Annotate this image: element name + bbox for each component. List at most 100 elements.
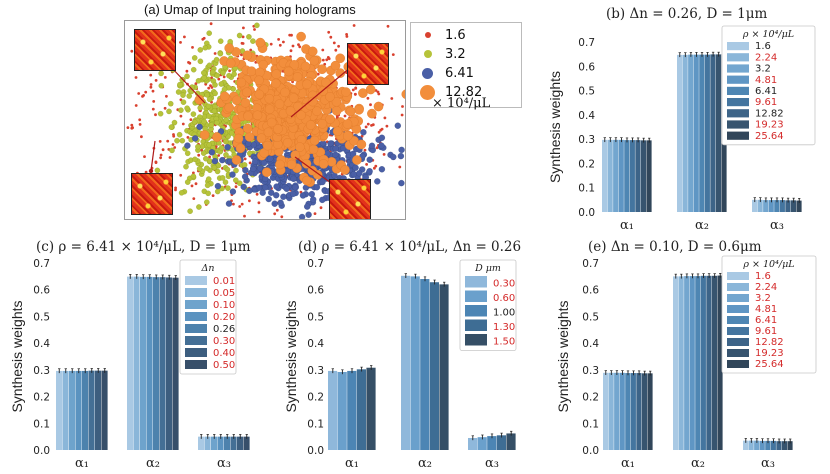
- umap-point-3.2: [200, 150, 207, 156]
- umap-point-1.6: [217, 77, 221, 81]
- umap-point-3.2: [178, 107, 184, 113]
- umap-point-6.41: [332, 151, 339, 158]
- umap-point-1.6: [291, 44, 295, 48]
- y-tick-label: 0.2: [582, 392, 599, 404]
- umap-point-3.2: [158, 82, 165, 89]
- legend-swatch: [727, 338, 749, 346]
- umap-point-6.41: [250, 141, 257, 148]
- umap-point-12.82: [335, 53, 345, 64]
- umap-point-1.6: [183, 35, 186, 39]
- y-tick-label: 0.7: [307, 258, 324, 270]
- umap-point-1.6: [269, 42, 273, 46]
- umap-point-3.2: [236, 180, 243, 186]
- bar: [704, 54, 710, 212]
- umap-point-1.6: [257, 210, 261, 214]
- umap-point-3.2: [192, 156, 198, 163]
- umap-point-6.41: [208, 149, 216, 156]
- umap-point-6.41: [289, 190, 297, 198]
- hologram-thumbnail-top-left: [134, 29, 176, 71]
- umap-point-12.82: [307, 46, 318, 57]
- y-axis-label: Synthesis weights: [555, 300, 571, 412]
- bar: [224, 436, 231, 450]
- umap-point-6.41: [211, 157, 219, 165]
- umap-point-12.82: [331, 106, 342, 116]
- umap-point-3.2: [174, 137, 180, 144]
- umap-point-1.6: [179, 41, 182, 44]
- umap-point-3.2: [206, 62, 213, 69]
- umap-point-6.41: [217, 128, 225, 135]
- umap-point-12.82: [254, 75, 264, 86]
- bar: [56, 370, 63, 450]
- umap-point-3.2: [223, 152, 229, 158]
- umap-point-3.2: [180, 99, 187, 105]
- umap-point-1.6: [217, 154, 220, 157]
- bar: [629, 140, 635, 212]
- umap-point-1.6: [321, 48, 325, 52]
- umap-point-6.41: [225, 200, 233, 207]
- umap-point-1.6: [273, 212, 277, 216]
- umap-point-1.6: [248, 199, 251, 203]
- x-tick-label: α₂: [418, 456, 432, 471]
- umap-point-1.6: [365, 163, 368, 166]
- legend-swatch: [727, 316, 749, 324]
- umap-point-3.2: [230, 86, 236, 92]
- umap-point-12.82: [270, 78, 281, 89]
- y-tick-label: 0.0: [578, 207, 595, 219]
- umap-point-12.82: [194, 94, 205, 105]
- bar: [641, 373, 648, 450]
- umap-point-3.2: [246, 34, 252, 40]
- umap-point-1.6: [369, 103, 372, 107]
- bar: [743, 440, 749, 450]
- umap-point-1.6: [282, 40, 285, 44]
- hologram-thumbnail-bottom-left: [131, 173, 173, 215]
- umap-point-1.6: [228, 69, 231, 73]
- umap-point-6.41: [378, 166, 386, 173]
- umap-point-1.6: [168, 156, 172, 159]
- umap-point-12.82: [373, 101, 384, 112]
- bar: [217, 436, 224, 450]
- bar: [88, 370, 95, 450]
- umap-point-12.82: [301, 158, 312, 169]
- umap-point-3.2: [179, 137, 186, 144]
- umap-point-3.2: [214, 168, 221, 175]
- umap-point-3.2: [241, 162, 248, 168]
- legend-swatch: [727, 86, 749, 95]
- umap-point-12.82: [335, 68, 346, 78]
- umap-point-3.2: [166, 108, 172, 115]
- legend-swatch: [727, 42, 749, 51]
- bar: [754, 440, 760, 450]
- umap-point-1.6: [380, 127, 384, 131]
- umap-point-3.2: [211, 164, 218, 171]
- y-tick-label: 0.0: [582, 445, 599, 457]
- legend-swatch: [727, 120, 749, 129]
- umap-pointer-arrowhead: [148, 168, 154, 174]
- umap-point-12.82: [356, 139, 367, 150]
- y-tick-label: 0.4: [307, 338, 324, 350]
- umap-point-12.82: [295, 142, 305, 152]
- umap-point-3.2: [195, 78, 202, 84]
- umap-point-3.2: [208, 122, 215, 128]
- bar: [75, 370, 82, 450]
- umap-point-6.41: [327, 140, 334, 147]
- umap-point-12.82: [309, 55, 320, 66]
- legend-title: D μm: [474, 263, 501, 274]
- umap-point-12.82: [282, 138, 293, 148]
- bar: [607, 139, 613, 212]
- umap-point-1.6: [337, 44, 340, 48]
- umap-point-12.82: [341, 87, 351, 97]
- umap-point-1.6: [158, 140, 162, 143]
- y-tick-label: 0.2: [33, 392, 50, 404]
- umap-point-1.6: [383, 116, 387, 120]
- umap-point-6.41: [313, 184, 321, 191]
- umap-point-3.2: [219, 175, 226, 181]
- umap-point-12.82: [231, 95, 242, 106]
- chart-title: (d) ρ = 6.41 × 10⁴/μL, Δn = 0.26: [298, 239, 521, 255]
- umap-point-3.2: [191, 55, 198, 61]
- umap-point-1.6: [329, 35, 333, 39]
- umap-point-6.41: [260, 159, 268, 167]
- bar: [153, 277, 160, 450]
- umap-point-3.2: [158, 70, 164, 77]
- bar: [614, 372, 620, 450]
- y-tick-label: 0.1: [578, 183, 595, 195]
- umap-point-6.41: [374, 178, 381, 185]
